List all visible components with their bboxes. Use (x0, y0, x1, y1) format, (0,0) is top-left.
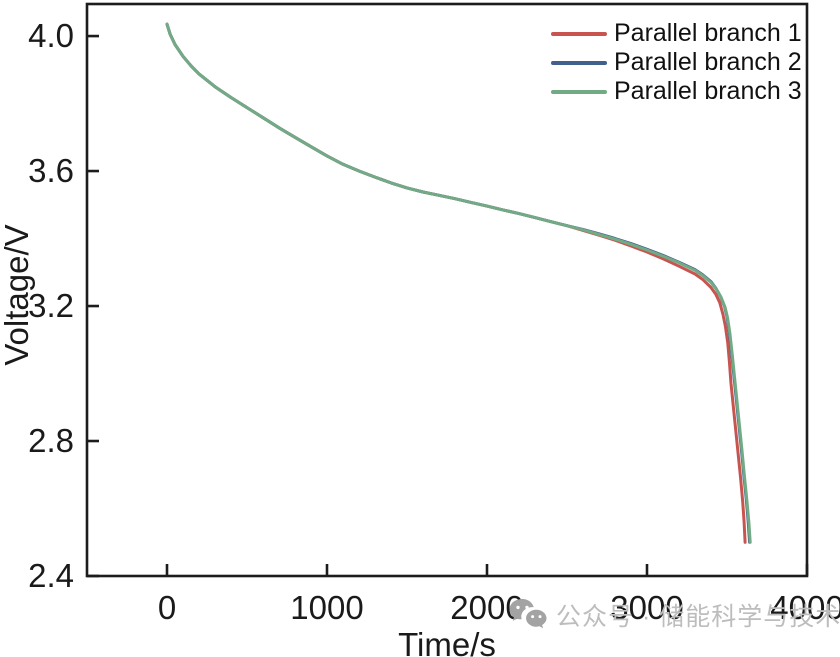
x-tick-label: 3000 (610, 589, 683, 626)
y-tick-label: 2.4 (28, 557, 74, 594)
legend-line-swatch-branch-3 (551, 89, 607, 94)
legend-item-branch-3: Parallel branch 3 (551, 77, 802, 106)
legend-label-branch-2: Parallel branch 2 (614, 48, 802, 76)
x-axis-title: Time/s (398, 626, 496, 657)
legend: Parallel branch 1 Parallel branch 2 Para… (551, 19, 802, 106)
x-tick-label: 0 (158, 589, 176, 626)
y-tick-label: 4.0 (28, 17, 74, 54)
legend-line-swatch-branch-1 (551, 31, 607, 36)
y-tick-label: 3.6 (28, 152, 74, 189)
x-tick-label: 4000 (770, 589, 840, 626)
plot-frame (85, 2, 809, 578)
y-axis-title: Voltage/V (0, 224, 35, 366)
legend-label-branch-3: Parallel branch 3 (614, 77, 802, 105)
y-tick-label: 3.2 (28, 287, 74, 324)
legend-label-branch-1: Parallel branch 1 (614, 19, 802, 47)
legend-item-branch-1: Parallel branch 1 (551, 19, 802, 48)
legend-item-branch-2: Parallel branch 2 (551, 48, 802, 77)
series-line-3 (165, 22, 752, 544)
x-tick-label: 2000 (450, 589, 523, 626)
x-tick-label: 1000 (290, 589, 363, 626)
legend-line-swatch-branch-2 (551, 60, 607, 65)
y-tick-label: 2.8 (28, 422, 74, 459)
